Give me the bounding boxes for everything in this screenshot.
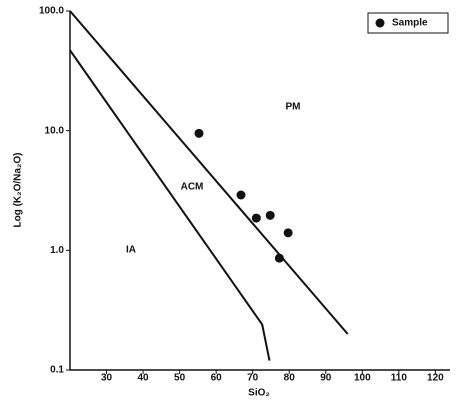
x-tick-label: 60 xyxy=(211,373,223,384)
legend-marker xyxy=(375,18,385,28)
y-tick-label: 100.0 xyxy=(39,6,64,17)
y-tick-label: 1.0 xyxy=(50,245,64,256)
point xyxy=(194,128,204,138)
y-axis-label: Log (K₂O/Na₂O) xyxy=(13,153,24,228)
region-label: IA xyxy=(126,245,136,256)
boundary-line xyxy=(69,10,349,335)
legend-label: Sample xyxy=(392,18,428,29)
boundary-line xyxy=(69,49,271,361)
region-label: ACM xyxy=(181,182,204,193)
y-tick-label: 10.0 xyxy=(45,125,65,136)
point xyxy=(236,190,246,200)
x-tick-label: 80 xyxy=(284,373,296,384)
point xyxy=(274,253,284,263)
x-tick-label: 40 xyxy=(138,373,150,384)
x-tick-label: 100 xyxy=(354,373,371,384)
x-axis-label: SiO₂ xyxy=(248,388,270,399)
x-tick-label: 70 xyxy=(247,373,259,384)
y-tick-label: 0.1 xyxy=(50,365,64,376)
point xyxy=(251,213,261,223)
x-tick-label: 90 xyxy=(320,373,332,384)
x-tick-label: 120 xyxy=(427,373,444,384)
x-tick-label: 110 xyxy=(391,373,408,384)
legend-box xyxy=(367,12,449,34)
x-tick-label: 50 xyxy=(174,373,186,384)
point xyxy=(283,228,293,238)
x-tick-label: 30 xyxy=(101,373,113,384)
point xyxy=(265,210,275,220)
region-label: PM xyxy=(286,102,301,113)
